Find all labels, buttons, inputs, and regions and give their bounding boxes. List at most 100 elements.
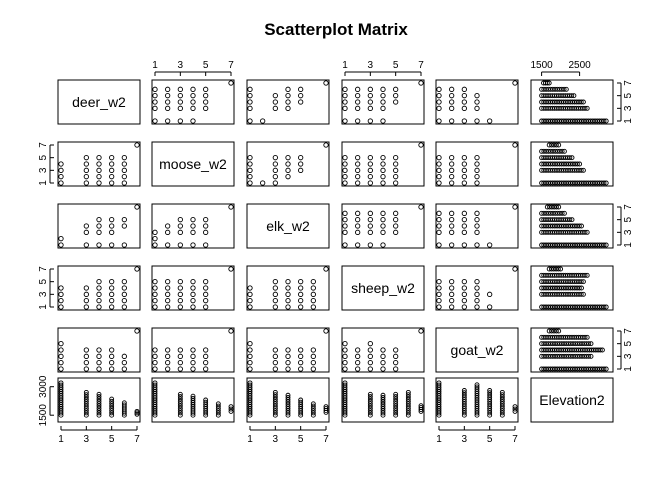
data-point bbox=[121, 279, 127, 285]
data-point bbox=[190, 410, 196, 416]
data-point bbox=[487, 408, 493, 414]
data-point bbox=[380, 412, 386, 418]
panel-frame bbox=[246, 79, 330, 125]
data-point bbox=[83, 174, 89, 180]
data-point bbox=[215, 405, 221, 411]
data-point bbox=[565, 180, 571, 186]
data-point bbox=[577, 341, 583, 347]
data-point bbox=[461, 161, 467, 167]
data-point bbox=[436, 155, 442, 161]
data-point bbox=[543, 210, 549, 216]
data-point bbox=[545, 161, 551, 167]
data-point bbox=[203, 229, 209, 235]
data-point bbox=[121, 242, 127, 248]
tick-label: 1 bbox=[623, 118, 634, 124]
data-point bbox=[285, 353, 291, 359]
chart-title: Scatterplot Matrix bbox=[264, 20, 408, 39]
data-point bbox=[298, 291, 304, 297]
tick-label: 5 bbox=[38, 278, 49, 284]
data-point bbox=[367, 353, 373, 359]
tick-label: 1 bbox=[342, 60, 348, 71]
data-point bbox=[393, 401, 399, 407]
panel-elk_w2-vs-moose_w2 bbox=[151, 203, 235, 249]
data-point bbox=[203, 86, 209, 92]
data-point bbox=[165, 105, 171, 111]
data-point bbox=[215, 410, 221, 416]
data-point bbox=[215, 403, 221, 409]
data-point bbox=[228, 328, 234, 334]
data-point bbox=[109, 304, 115, 310]
panel-sheep_w2-vs-Elevation2 bbox=[530, 265, 614, 311]
data-point bbox=[405, 396, 411, 402]
data-point bbox=[96, 360, 102, 366]
data-point bbox=[588, 341, 594, 347]
data-point bbox=[569, 217, 575, 223]
data-point bbox=[539, 341, 545, 347]
data-point bbox=[594, 180, 600, 186]
data-point bbox=[96, 398, 102, 404]
data-point bbox=[393, 86, 399, 92]
data-point bbox=[109, 401, 115, 407]
data-point bbox=[152, 298, 158, 304]
panel-elk_w2-vs-goat_w2 bbox=[435, 203, 519, 249]
data-point bbox=[393, 408, 399, 414]
panel-frame bbox=[151, 141, 235, 187]
data-point bbox=[548, 242, 553, 248]
data-point bbox=[177, 118, 183, 124]
data-point bbox=[580, 99, 586, 105]
data-point bbox=[569, 155, 575, 161]
data-point bbox=[310, 401, 316, 407]
panel-deer_w2-vs-elk_w2 bbox=[246, 79, 330, 125]
data-point bbox=[539, 366, 545, 372]
data-point bbox=[393, 403, 399, 409]
panel-deer_w2-vs-goat_w2 bbox=[435, 79, 519, 125]
data-point bbox=[121, 180, 127, 186]
data-point bbox=[545, 148, 551, 154]
data-point bbox=[550, 118, 556, 124]
data-point bbox=[556, 142, 562, 148]
data-point bbox=[367, 401, 373, 407]
data-point bbox=[474, 180, 480, 186]
data-point bbox=[487, 392, 493, 398]
data-point bbox=[559, 161, 565, 167]
data-point bbox=[554, 353, 560, 359]
panel-moose_w2-vs-moose_w2: moose_w2 bbox=[151, 141, 235, 187]
data-point bbox=[572, 161, 578, 167]
data-point bbox=[152, 236, 158, 242]
data-point bbox=[96, 155, 102, 161]
data-point bbox=[298, 410, 304, 416]
data-point bbox=[555, 210, 561, 216]
data-point bbox=[487, 412, 493, 418]
panel-frame bbox=[57, 327, 141, 373]
data-point bbox=[272, 389, 278, 395]
data-point bbox=[550, 180, 556, 186]
data-point bbox=[247, 341, 253, 347]
data-point bbox=[556, 304, 562, 310]
data-point bbox=[260, 118, 266, 124]
data-point bbox=[83, 298, 89, 304]
data-point bbox=[152, 353, 158, 359]
panel-Elevation2-vs-goat_w2 bbox=[435, 377, 519, 423]
data-point bbox=[285, 412, 291, 418]
data-point bbox=[165, 279, 171, 285]
data-point bbox=[298, 99, 304, 105]
panel-frame bbox=[57, 79, 141, 125]
data-point bbox=[152, 412, 158, 418]
data-point bbox=[405, 410, 411, 416]
data-point bbox=[272, 392, 278, 398]
data-point bbox=[543, 161, 549, 167]
data-point bbox=[342, 217, 348, 223]
data-point bbox=[190, 353, 196, 359]
data-point bbox=[165, 291, 171, 297]
data-point bbox=[247, 291, 253, 297]
data-point bbox=[247, 360, 253, 366]
data-point bbox=[190, 285, 196, 291]
data-point bbox=[272, 174, 278, 180]
data-point bbox=[355, 161, 361, 167]
data-point bbox=[109, 291, 115, 297]
data-point bbox=[121, 161, 127, 167]
panel-frame bbox=[246, 327, 330, 373]
data-point bbox=[569, 93, 575, 99]
data-point bbox=[552, 210, 558, 216]
data-point bbox=[418, 407, 424, 412]
